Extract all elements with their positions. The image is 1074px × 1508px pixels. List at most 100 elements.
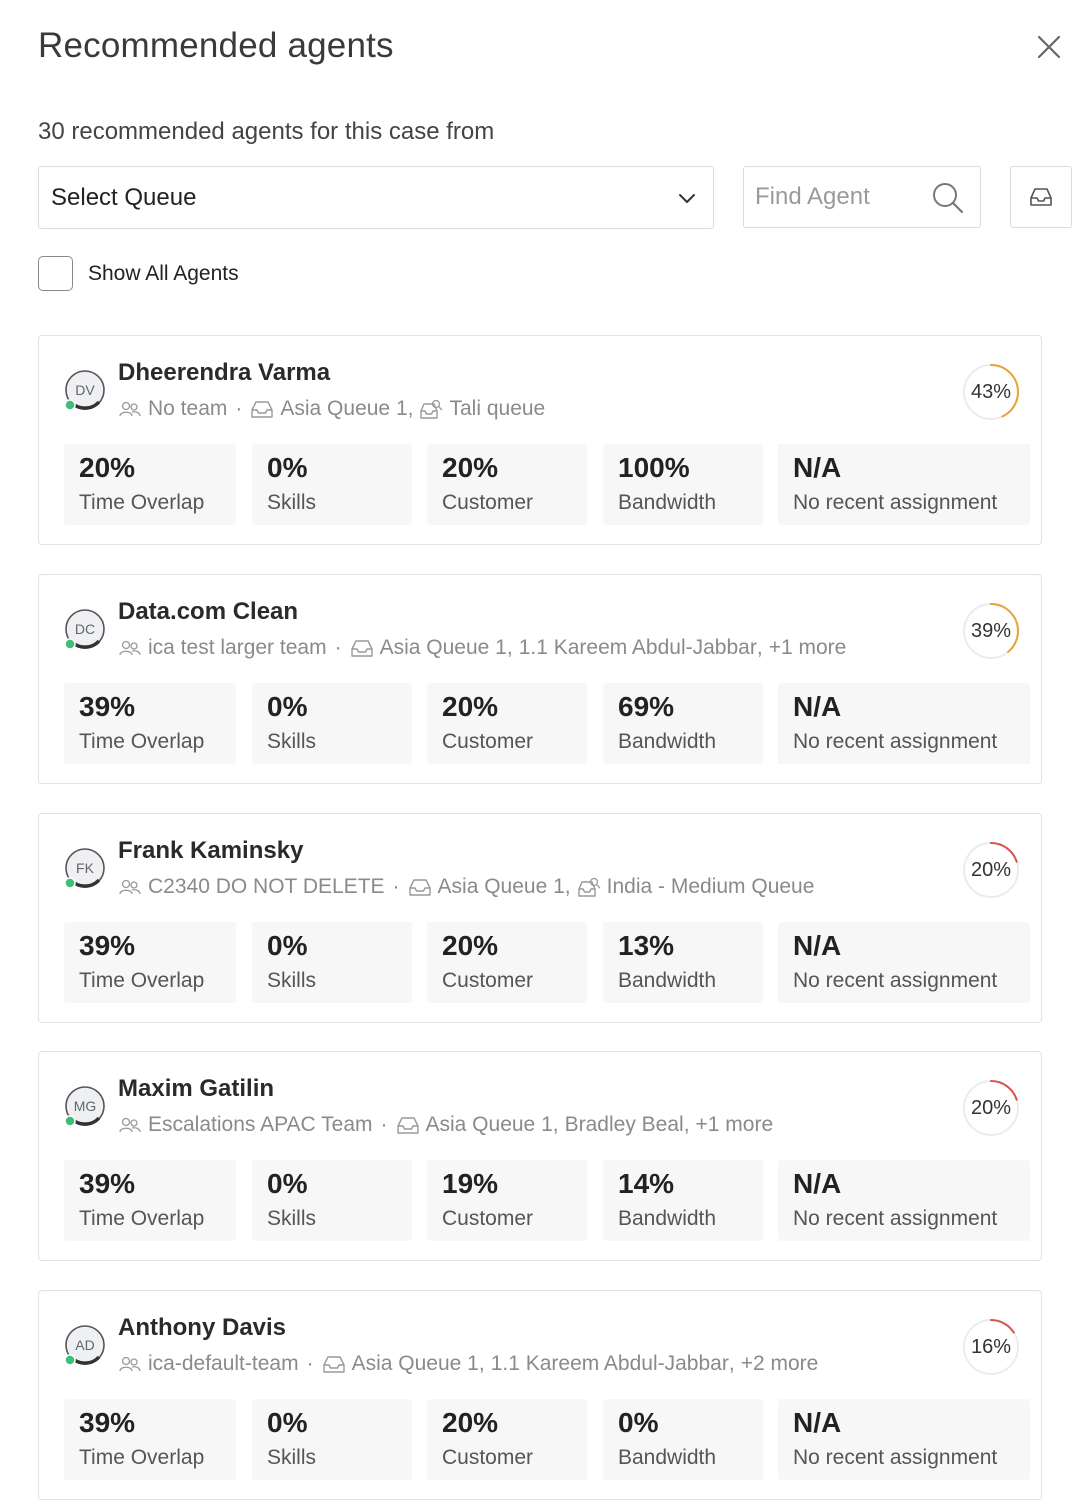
metric-value: 19% bbox=[442, 1168, 499, 1199]
queue-separator: , bbox=[407, 397, 414, 420]
agent-initials: AD bbox=[75, 1337, 94, 1353]
metric-label: Skills bbox=[267, 491, 317, 514]
metric-tile: N/A No recent assignment bbox=[778, 922, 1030, 1003]
agent-queue: 1.1 Kareem Abdul-Jabbar bbox=[518, 636, 757, 659]
queue-select[interactable]: Select Queue bbox=[38, 166, 714, 229]
agent-card[interactable]: DC Data.com Clean ica test larger team · Asi… bbox=[38, 574, 1042, 784]
metric-value: 20% bbox=[442, 691, 499, 722]
metric-label: Customer bbox=[442, 1446, 534, 1469]
agent-initials: DC bbox=[75, 621, 95, 637]
metric-tile: 69% Bandwidth bbox=[603, 683, 763, 764]
agent-queue: India - Medium Queue bbox=[606, 875, 815, 898]
metric-label: Time Overlap bbox=[79, 730, 205, 753]
agent-card[interactable]: MG Maxim Gatilin Escalations APAC Team · Asi… bbox=[38, 1051, 1042, 1261]
agent-card[interactable]: DV Dheerendra Varma No team · Asia Queue 1 ,… bbox=[38, 335, 1042, 545]
agent-meta: No team · Asia Queue 1 , Tali queue bbox=[118, 397, 545, 421]
match-score-value: 20% bbox=[970, 858, 1012, 881]
agent-name[interactable]: Frank Kaminsky bbox=[118, 837, 304, 864]
match-score: 39% bbox=[961, 601, 1021, 661]
more-queues-link[interactable]: +1 more bbox=[768, 636, 847, 659]
agent-card[interactable]: FK Frank Kaminsky C2340 DO NOT DELETE · Asia… bbox=[38, 813, 1042, 1023]
agent-team: ica-default-team bbox=[148, 1352, 299, 1375]
metric-value: 39% bbox=[79, 1407, 136, 1438]
agent-team: ica test larger team bbox=[148, 636, 327, 659]
agent-name[interactable]: Anthony Davis bbox=[118, 1314, 287, 1341]
metric-value: N/A bbox=[793, 1407, 842, 1438]
meta-separator: · bbox=[306, 1352, 314, 1375]
metric-tile: 39% Time Overlap bbox=[64, 1160, 236, 1241]
agent-queue: Asia Queue 1 bbox=[351, 1352, 479, 1375]
match-score-value: 43% bbox=[970, 380, 1012, 403]
queue-separator: , bbox=[683, 1113, 690, 1136]
queue-icon bbox=[322, 1353, 346, 1375]
inbox-filter-button[interactable] bbox=[1010, 166, 1072, 228]
metric-tile: 0% Skills bbox=[252, 444, 412, 525]
queue-separator: , bbox=[552, 1113, 559, 1136]
agent-queue: Tali queue bbox=[449, 397, 546, 420]
queue-select-label: Select Queue bbox=[51, 183, 197, 211]
close-icon[interactable] bbox=[1034, 32, 1064, 62]
agent-queue: 1.1 Kareem Abdul-Jabbar bbox=[490, 1352, 729, 1375]
agent-queue: Asia Queue 1 bbox=[280, 397, 408, 420]
metric-label: Bandwidth bbox=[618, 1207, 717, 1230]
metric-value: N/A bbox=[793, 452, 842, 483]
queue-separator: , bbox=[728, 1352, 735, 1375]
metric-value: 14% bbox=[618, 1168, 675, 1199]
score-ring bbox=[963, 1080, 1019, 1136]
agent-meta: ica-default-team · Asia Queue 1 , 1.1 Karee… bbox=[118, 1352, 818, 1376]
metric-tile: 39% Time Overlap bbox=[64, 922, 236, 1003]
meta-separator: · bbox=[380, 1113, 388, 1136]
agent-queue: Bradley Beal bbox=[564, 1113, 684, 1136]
recommendation-summary: 30 recommended agents for this case from bbox=[38, 118, 495, 145]
page-title: Recommended agents bbox=[38, 26, 394, 65]
metric-tile: 0% Skills bbox=[252, 922, 412, 1003]
metric-label: Customer bbox=[442, 491, 534, 514]
metric-value: 69% bbox=[618, 691, 675, 722]
more-queues-link[interactable]: +1 more bbox=[695, 1113, 774, 1136]
metric-tile: 100% Bandwidth bbox=[603, 444, 763, 525]
meta-separator: · bbox=[334, 636, 342, 659]
agent-meta: Escalations APAC Team · Asia Queue 1 , Brad… bbox=[118, 1113, 773, 1137]
agent-name[interactable]: Dheerendra Varma bbox=[118, 359, 331, 386]
agent-avatar: DV bbox=[63, 368, 107, 412]
match-score-value: 20% bbox=[970, 1096, 1012, 1119]
agent-avatar: MG bbox=[63, 1084, 107, 1128]
metric-label: Time Overlap bbox=[79, 491, 205, 514]
search-icon[interactable] bbox=[930, 180, 966, 216]
metric-tile: N/A No recent assignment bbox=[778, 1399, 1030, 1480]
agent-card[interactable]: AD Anthony Davis ica-default-team · Asia Que… bbox=[38, 1290, 1042, 1500]
agent-queue: Asia Queue 1 bbox=[379, 636, 507, 659]
agent-avatar: DC bbox=[63, 607, 107, 651]
agent-name[interactable]: Data.com Clean bbox=[118, 598, 299, 625]
metric-label: Bandwidth bbox=[618, 1446, 717, 1469]
metric-value: 20% bbox=[79, 452, 136, 483]
more-queues-link[interactable]: +2 more bbox=[740, 1352, 819, 1375]
metric-value: 0% bbox=[267, 930, 308, 961]
agent-avatar: FK bbox=[63, 846, 107, 890]
metric-label: Customer bbox=[442, 730, 534, 753]
metric-value: 0% bbox=[267, 1407, 308, 1438]
team-icon bbox=[118, 398, 142, 420]
agent-team: C2340 DO NOT DELETE bbox=[148, 875, 385, 898]
metric-tile: 20% Customer bbox=[427, 444, 587, 525]
agent-team: Escalations APAC Team bbox=[148, 1113, 373, 1136]
metric-value: N/A bbox=[793, 691, 842, 722]
inbox-icon bbox=[1030, 188, 1052, 206]
queue-separator: , bbox=[564, 875, 571, 898]
show-all-agents-toggle[interactable]: Show All Agents bbox=[38, 256, 239, 291]
metric-tile: 39% Time Overlap bbox=[64, 683, 236, 764]
meta-separator: · bbox=[235, 397, 243, 420]
metric-value: 39% bbox=[79, 691, 136, 722]
show-all-agents-checkbox[interactable] bbox=[38, 256, 73, 291]
find-agent-input[interactable] bbox=[755, 183, 925, 211]
meta-separator: · bbox=[392, 875, 400, 898]
agent-initials: DV bbox=[75, 382, 95, 398]
agent-queue: Asia Queue 1 bbox=[425, 1113, 553, 1136]
metric-tile: 20% Customer bbox=[427, 683, 587, 764]
queue-search-icon bbox=[577, 876, 601, 898]
agent-name[interactable]: Maxim Gatilin bbox=[118, 1075, 275, 1102]
metric-value: 0% bbox=[267, 1168, 308, 1199]
metric-value: 13% bbox=[618, 930, 675, 961]
score-ring bbox=[963, 842, 1019, 898]
metric-label: No recent assignment bbox=[793, 1446, 998, 1469]
